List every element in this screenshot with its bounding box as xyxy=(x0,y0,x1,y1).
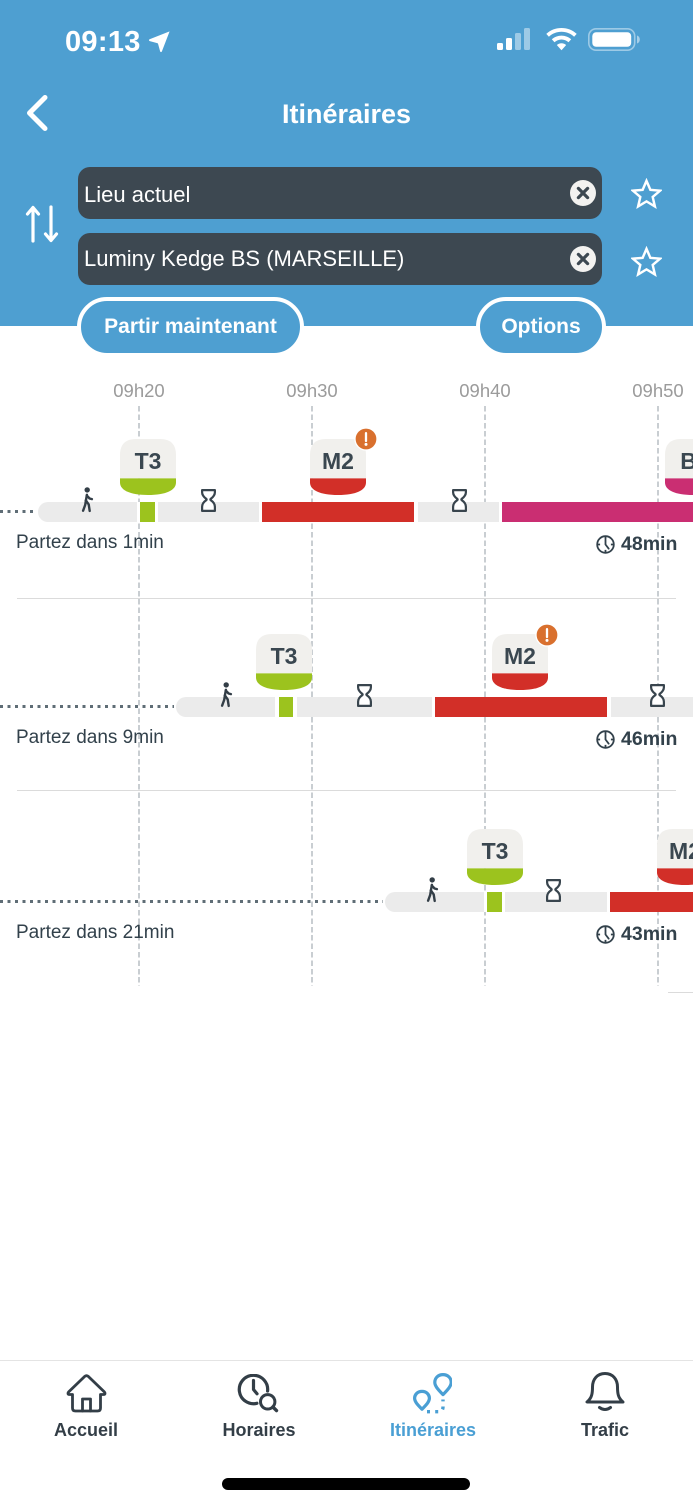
svg-text:T3: T3 xyxy=(135,448,162,474)
svg-text:M2: M2 xyxy=(322,448,354,474)
svg-text:B: B xyxy=(680,448,693,474)
svg-text:T3: T3 xyxy=(271,643,298,669)
svg-text:T3: T3 xyxy=(482,838,509,864)
svg-text:M2: M2 xyxy=(504,643,536,669)
svg-text:M2: M2 xyxy=(669,838,693,864)
